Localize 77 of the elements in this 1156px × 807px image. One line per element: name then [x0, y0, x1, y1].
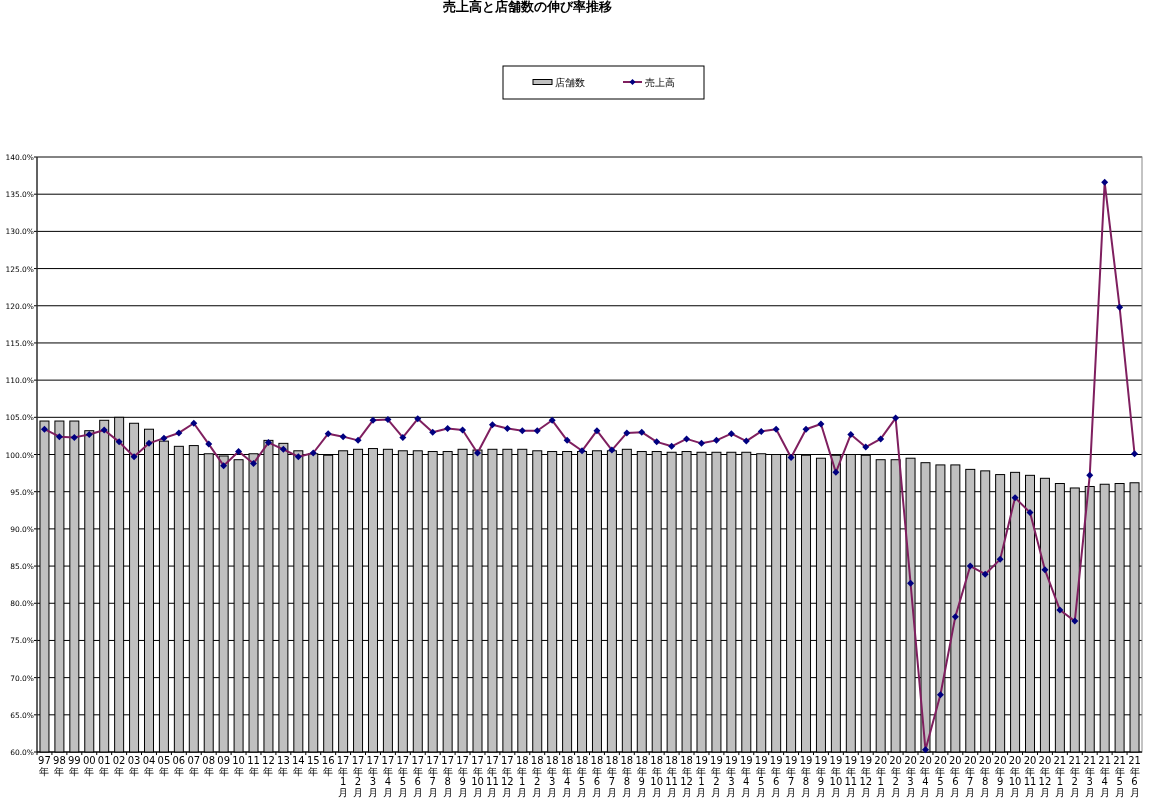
x-tick-label: 19年2月 — [710, 755, 723, 798]
x-tick-label: 19年7月 — [784, 755, 798, 798]
x-tick-label: 20年9月 — [993, 755, 1007, 798]
x-tick-label: 19年10月 — [829, 755, 843, 798]
x-tick-label: 17年8月 — [441, 755, 455, 798]
x-tick-label: 18年11月 — [665, 755, 678, 798]
x-tick-label: 99年 — [67, 755, 81, 777]
x-tick-label: 20年10月 — [1008, 755, 1022, 798]
x-tick-label: 21年3月 — [1083, 755, 1097, 798]
x-tick-label: 19年3月 — [724, 755, 738, 798]
x-tick-label: 17年5月 — [396, 755, 410, 798]
x-tick-label: 03年 — [127, 755, 141, 777]
x-tick-label: 97年 — [38, 755, 51, 777]
x-tick-label: 18年3月 — [545, 755, 559, 798]
x-tick-label: 10年 — [232, 755, 245, 777]
x-tick-label: 20年11月 — [1023, 755, 1037, 798]
x-tick-label: 20年2月 — [889, 755, 902, 798]
x-tick-label: 18年9月 — [635, 755, 649, 798]
x-tick-label: 09年 — [217, 755, 231, 777]
x-tick-label: 18年12月 — [680, 755, 693, 798]
x-tick-label: 17年1月 — [336, 755, 350, 798]
x-tick-label: 18年6月 — [590, 755, 604, 798]
x-tick-label: 14年 — [291, 755, 305, 777]
x-tick-label: 02年 — [112, 755, 126, 777]
x-tick-label: 20年6月 — [948, 755, 962, 798]
x-tick-label: 19年12月 — [859, 755, 873, 798]
x-tick-label: 18年2月 — [530, 755, 544, 798]
x-tick-label: 18年4月 — [560, 755, 574, 798]
x-tick-label: 17年12月 — [501, 755, 514, 798]
x-tick-label: 19年1月 — [695, 755, 708, 798]
x-tick-label: 17年11月 — [486, 755, 499, 798]
legend-label: 売上高 — [645, 77, 675, 88]
x-tick-label: 18年10月 — [650, 755, 664, 798]
x-tick-label: 21年4月 — [1098, 755, 1112, 798]
x-tick-label: 17年4月 — [381, 755, 395, 798]
x-tick-label: 07年 — [187, 755, 201, 777]
chart-title: 売上高と店舗数の伸び率推移 — [442, 0, 612, 14]
x-tick-label: 20年3月 — [904, 755, 917, 798]
x-tick-label: 12年 — [262, 755, 275, 777]
x-tick-label: 20年8月 — [978, 755, 992, 798]
x-tick-label: 11年 — [247, 755, 260, 777]
x-tick-label: 18年5月 — [575, 755, 589, 798]
x-tick-label: 19年9月 — [814, 755, 828, 798]
x-tick-label: 16年 — [321, 755, 335, 777]
x-tick-label: 21年2月 — [1068, 755, 1082, 798]
x-tick-label: 04年 — [142, 755, 156, 777]
x-tick-label: 21年1月 — [1053, 755, 1067, 798]
x-tick-label: 20年7月 — [963, 755, 977, 798]
x-tick-label: 01年 — [97, 755, 111, 777]
x-tick-label: 08年 — [202, 755, 216, 777]
x-tick-label: 05年 — [157, 755, 171, 777]
x-tick-label: 18年7月 — [605, 755, 619, 798]
x-tick-label: 19年8月 — [799, 755, 813, 798]
x-tick-label: 19年6月 — [769, 755, 783, 798]
x-tick-label: 19年4月 — [739, 755, 753, 798]
x-tick-label: 20年1月 — [874, 755, 888, 798]
x-tick-label: 06年 — [172, 755, 186, 777]
x-tick-label: 21年5月 — [1113, 755, 1126, 798]
x-tick-label: 18年1月 — [515, 755, 529, 798]
x-tick-label: 17年10月 — [471, 755, 484, 798]
x-tick-label: 17年6月 — [411, 755, 425, 798]
x-tick-label: 15年 — [306, 755, 320, 777]
x-tick-label: 13年 — [277, 755, 290, 777]
x-tick-label: 20年5月 — [934, 755, 947, 798]
x-tick-label: 19年11月 — [844, 755, 858, 798]
x-tick-label: 00年 — [82, 755, 96, 777]
x-tick-label: 98年 — [53, 755, 66, 777]
x-tick-label: 18年8月 — [620, 755, 634, 798]
x-tick-label: 20年4月 — [919, 755, 932, 798]
x-tick-label: 21年6月 — [1128, 755, 1141, 798]
legend-label: 店舗数 — [555, 77, 585, 88]
x-tick-label: 17年7月 — [426, 755, 440, 798]
x-tick-label: 17年2月 — [351, 755, 365, 798]
x-tick-label: 20年12月 — [1038, 755, 1052, 798]
x-tick-label: 17年9月 — [456, 755, 469, 798]
x-tick-label: 17年3月 — [366, 755, 380, 798]
x-tick-label: 19年5月 — [754, 755, 768, 798]
